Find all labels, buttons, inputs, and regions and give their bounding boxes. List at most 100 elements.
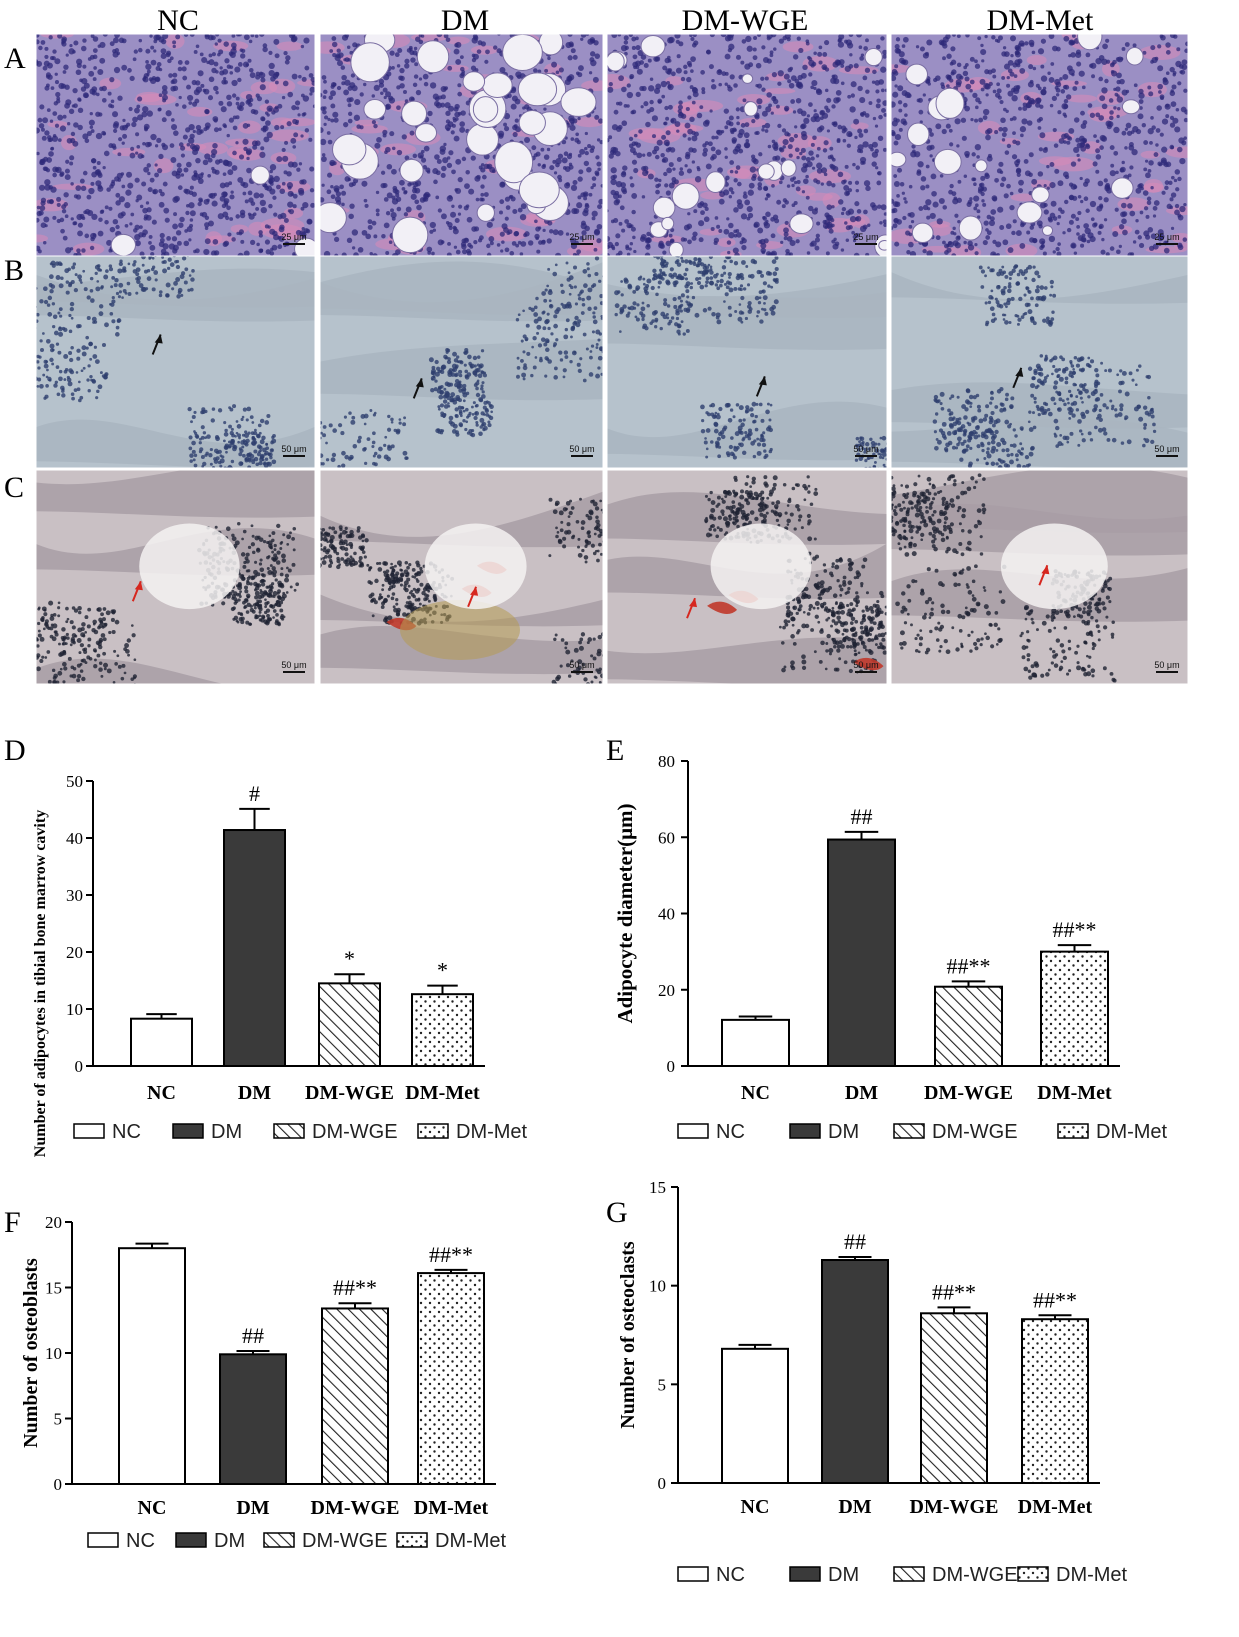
scale-bar-label: 25 μm xyxy=(281,232,306,242)
bar xyxy=(1040,950,1109,1067)
legend-swatch xyxy=(1017,1566,1049,1582)
y-tick-label: 10 xyxy=(649,1277,666,1296)
significance-label: * xyxy=(437,958,448,983)
bar xyxy=(821,1259,889,1484)
micrograph-panel: 50 μm xyxy=(319,255,604,469)
legend-swatch xyxy=(893,1566,925,1582)
bar xyxy=(721,1018,790,1068)
scale-bar-label: 50 μm xyxy=(281,444,306,454)
category-label: DM-Met xyxy=(1037,1082,1112,1104)
category-label: DM-WGE xyxy=(910,1496,999,1518)
scale-bar-label: 50 μm xyxy=(281,660,306,670)
y-tick-label: 50 xyxy=(66,772,83,791)
legend-label: DM-WGE xyxy=(932,1564,1018,1586)
bar xyxy=(219,1353,287,1486)
column-title: DM-Met xyxy=(987,4,1094,37)
legend-label: DM xyxy=(214,1530,245,1552)
micrograph-panel: 25 μm xyxy=(890,33,1189,257)
category-label: DM-Met xyxy=(1018,1496,1093,1518)
legend-swatch xyxy=(172,1123,204,1139)
scale-bar-label: 25 μm xyxy=(1154,232,1179,242)
bar xyxy=(130,1017,193,1068)
row-label: A xyxy=(4,42,26,75)
legend-label: DM-Met xyxy=(1096,1121,1168,1143)
scale-bar-label: 50 μm xyxy=(569,660,594,670)
bar xyxy=(920,1312,988,1484)
bar xyxy=(318,982,381,1067)
bar xyxy=(934,985,1003,1068)
micrograph-panel: 25 μm xyxy=(35,33,316,257)
bar xyxy=(321,1307,389,1485)
y-tick-label: 30 xyxy=(66,886,83,905)
significance-label: ## xyxy=(242,1323,264,1348)
bar xyxy=(118,1247,186,1485)
micrograph-panel: 25 μm xyxy=(319,33,604,257)
significance-label: ##** xyxy=(932,1279,976,1304)
chart-panel-f: F 0 5 10 15 20 Number of osteoblasts NC ## DM ##**… xyxy=(4,1206,507,1552)
category-label: DM-Met xyxy=(405,1082,480,1104)
legend-label: DM-Met xyxy=(456,1121,528,1143)
legend-label: NC xyxy=(112,1121,141,1143)
legend-swatch xyxy=(417,1123,449,1139)
legend-label: NC xyxy=(716,1121,745,1143)
chart-panel-d: D 0 10 20 30 40 50 Number of adipocytes in tibi… xyxy=(4,734,528,1157)
significance-label: * xyxy=(344,946,355,971)
scale-bar-label: 50 μm xyxy=(853,660,878,670)
micrograph-panel: 50 μm xyxy=(35,255,316,469)
panel-letter: E xyxy=(606,734,624,767)
category-label: DM-Met xyxy=(414,1497,489,1519)
legend-label: NC xyxy=(126,1530,155,1552)
scale-bar-label: 50 μm xyxy=(853,444,878,454)
y-tick-label: 5 xyxy=(658,1375,667,1394)
legend-label: DM-WGE xyxy=(932,1121,1018,1143)
y-axis-label: Number of adipocytes in tibial bone marr… xyxy=(32,810,49,1157)
category-label: NC xyxy=(741,1496,770,1518)
category-label: DM-WGE xyxy=(305,1082,394,1104)
panel-letter: D xyxy=(4,734,26,767)
significance-label: ## xyxy=(844,1229,866,1254)
panel-letter: G xyxy=(606,1196,628,1229)
scale-bar-label: 25 μm xyxy=(569,232,594,242)
legend-swatch xyxy=(396,1532,428,1548)
y-tick-label: 0 xyxy=(658,1474,667,1493)
legend-swatch xyxy=(677,1566,709,1582)
category-label: DM xyxy=(845,1082,878,1104)
category-label: DM xyxy=(236,1497,269,1519)
legend-swatch xyxy=(789,1566,821,1582)
bar xyxy=(827,838,896,1067)
significance-label: ##** xyxy=(1033,1287,1077,1312)
column-title: DM-WGE xyxy=(682,4,809,37)
micrograph-panel: 50 μm xyxy=(890,255,1189,469)
category-label: DM-WGE xyxy=(311,1497,400,1519)
legend-label: DM xyxy=(828,1121,859,1143)
y-tick-label: 15 xyxy=(45,1279,62,1298)
y-tick-label: 15 xyxy=(649,1178,666,1197)
category-label: NC xyxy=(138,1497,167,1519)
scale-bar-label: 50 μm xyxy=(1154,660,1179,670)
bar xyxy=(417,1272,485,1485)
legend-label: DM-Met xyxy=(1056,1564,1128,1586)
row-label: C xyxy=(4,471,24,504)
legend-swatch xyxy=(893,1123,925,1139)
bar xyxy=(411,993,474,1067)
legend-label: DM xyxy=(211,1121,242,1143)
y-tick-label: 5 xyxy=(54,1410,63,1429)
y-tick-label: 40 xyxy=(658,905,675,924)
micrograph-panel: 50 μm xyxy=(35,469,316,685)
legend-label: DM xyxy=(828,1564,859,1586)
legend-swatch xyxy=(175,1532,207,1548)
legend-swatch xyxy=(73,1123,105,1139)
category-label: NC xyxy=(147,1082,176,1104)
micrograph-panel: 50 μm xyxy=(606,469,888,685)
chart-panel-e: E 0 20 40 60 80 Adipocyte diameter(μm) NC ## DM ##… xyxy=(606,734,1168,1143)
y-tick-label: 20 xyxy=(45,1213,62,1232)
significance-label: ##** xyxy=(1053,917,1097,942)
y-tick-label: 0 xyxy=(54,1475,63,1494)
panel-letter: F xyxy=(4,1206,21,1239)
micrograph-panel: 50 μm xyxy=(319,469,604,685)
category-label: NC xyxy=(741,1082,770,1104)
legend-swatch xyxy=(87,1532,119,1548)
y-tick-label: 0 xyxy=(667,1057,676,1076)
